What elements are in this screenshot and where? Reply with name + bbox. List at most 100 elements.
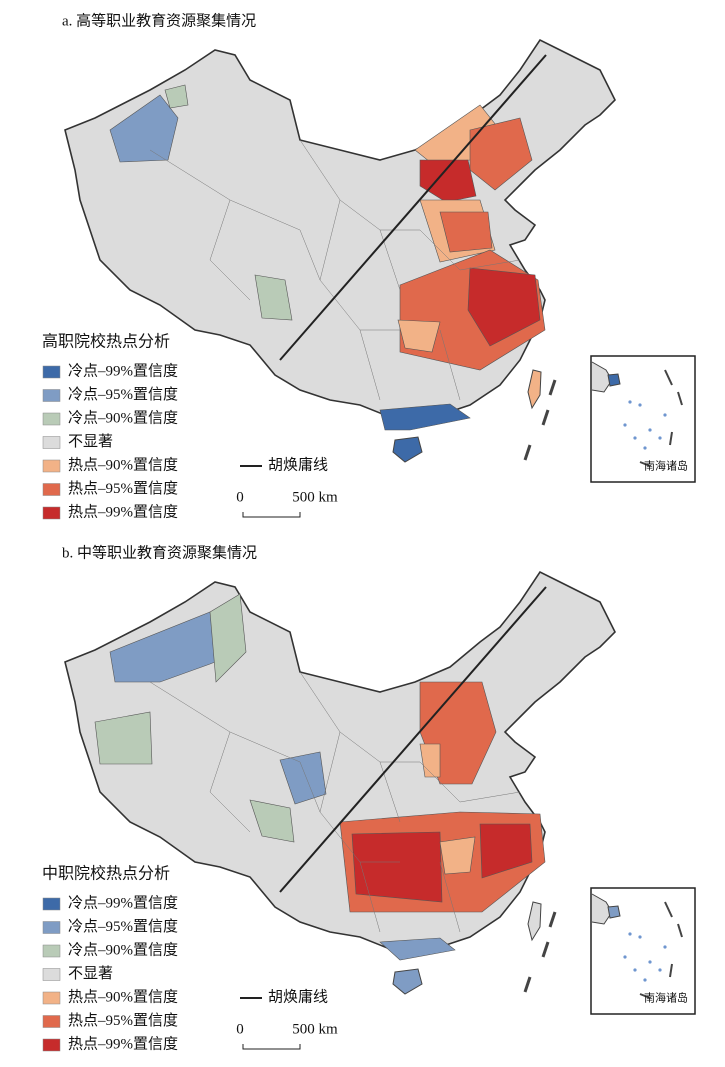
- legend-swatch: [42, 506, 61, 520]
- legend-title: 中职院校热点分析: [42, 865, 170, 883]
- inset-dash: [669, 963, 673, 978]
- legend-label: 冷点–95%置信度: [68, 386, 178, 403]
- region: [279, 751, 327, 805]
- legend-label: 冷点–99%置信度: [68, 362, 178, 379]
- inset-label: 南海诸岛: [644, 459, 688, 473]
- inset-label: 南海诸岛: [644, 991, 688, 1005]
- panel: b. 中等职业教育资源聚集情况中职院校热点分析冷点–99%置信度冷点–95%置信…: [42, 543, 696, 1052]
- inset-dash: [677, 923, 683, 938]
- inset-dot: [633, 436, 637, 440]
- panel: a. 高等职业教育资源聚集情况高职院校热点分析冷点–99%置信度冷点–95%置信…: [42, 11, 696, 520]
- scale-label: 0: [236, 1021, 244, 1037]
- legend-swatch: [42, 483, 61, 496]
- scale-label: 0: [236, 489, 244, 505]
- taiwan: [527, 369, 542, 410]
- region: [379, 937, 456, 961]
- legend-label: 热点–90%置信度: [68, 988, 178, 1005]
- region: [379, 403, 471, 431]
- legend-swatch: [42, 991, 61, 1005]
- inset-island: [607, 373, 621, 387]
- legend-label: 冷点–99%置信度: [68, 894, 178, 911]
- region: [351, 831, 443, 903]
- inset-dot: [628, 932, 632, 936]
- boundary: [359, 329, 381, 401]
- region: [439, 211, 493, 253]
- hainan: [392, 968, 423, 995]
- inset-dot: [623, 955, 627, 959]
- dash-border: [523, 444, 532, 461]
- legend-swatch: [42, 968, 61, 981]
- region: [469, 117, 533, 191]
- boundary: [299, 139, 420, 231]
- legend-title: 高职院校热点分析: [42, 333, 170, 351]
- inset-dot: [658, 436, 662, 440]
- inset-dot: [658, 968, 662, 972]
- legend-label: 热点–95%置信度: [68, 1012, 178, 1029]
- boundary: [319, 199, 400, 331]
- scale-bar: [242, 1044, 301, 1050]
- inset-dot: [633, 968, 637, 972]
- legend-swatch: [42, 412, 61, 426]
- dash-border: [541, 409, 550, 426]
- legend-label: 不显著: [68, 965, 113, 982]
- legend-label: 热点–95%置信度: [68, 480, 178, 497]
- boundary: [419, 229, 521, 271]
- legend-label: 冷点–90%置信度: [68, 941, 178, 958]
- inset-dot: [648, 960, 652, 964]
- inset-dot: [663, 945, 667, 949]
- boundary: [359, 861, 381, 933]
- legend-swatch: [42, 897, 61, 911]
- region: [94, 711, 153, 765]
- boundary: [299, 671, 420, 763]
- legend-label: 冷点–95%置信度: [68, 918, 178, 935]
- inset-island: [607, 905, 621, 919]
- region: [254, 274, 293, 321]
- legend-swatch: [42, 944, 61, 958]
- boundary: [209, 199, 251, 301]
- legend-swatch: [42, 1015, 61, 1028]
- boundary: [439, 329, 461, 401]
- legend-label: 热点–99%置信度: [68, 1035, 178, 1052]
- boundary: [319, 731, 400, 863]
- legend-swatch: [42, 459, 61, 473]
- region: [249, 799, 295, 843]
- region: [419, 743, 441, 778]
- region: [397, 319, 441, 353]
- hainan: [392, 436, 423, 463]
- region: [109, 94, 179, 163]
- scale-label: 500 km: [292, 1021, 338, 1037]
- hu-legend-label: 胡焕庸线: [268, 987, 328, 1005]
- inset-dash: [677, 391, 683, 406]
- boundary: [439, 861, 461, 933]
- legend-label: 热点–90%置信度: [68, 456, 178, 473]
- legend-swatch: [42, 365, 61, 379]
- legend-label: 不显著: [68, 433, 113, 450]
- scale-bar: [242, 512, 301, 518]
- legend-label: 冷点–90%置信度: [68, 409, 178, 426]
- dash-border: [548, 379, 557, 396]
- legend-swatch: [42, 921, 61, 934]
- inset-dot: [643, 446, 647, 450]
- inset-dot: [638, 935, 642, 939]
- scale-label: 500 km: [292, 489, 338, 505]
- region: [164, 84, 189, 109]
- inset-dash: [669, 431, 673, 446]
- inset-dash: [664, 369, 673, 386]
- region: [439, 836, 476, 875]
- inset-dash: [639, 993, 651, 999]
- hu-line: [279, 586, 547, 893]
- dash-border: [548, 911, 557, 928]
- panel-title: b. 中等职业教育资源聚集情况: [62, 543, 257, 561]
- hu-legend-label: 胡焕庸线: [268, 455, 328, 473]
- boundary: [209, 731, 251, 833]
- dash-border: [523, 976, 532, 993]
- taiwan: [527, 901, 542, 942]
- legend-swatch: [42, 389, 61, 402]
- inset-dot: [623, 423, 627, 427]
- inset-dot: [643, 978, 647, 982]
- legend-swatch: [42, 436, 61, 449]
- inset-dot: [663, 413, 667, 417]
- region: [419, 159, 477, 203]
- hu-line: [279, 54, 547, 361]
- boundary: [419, 761, 521, 803]
